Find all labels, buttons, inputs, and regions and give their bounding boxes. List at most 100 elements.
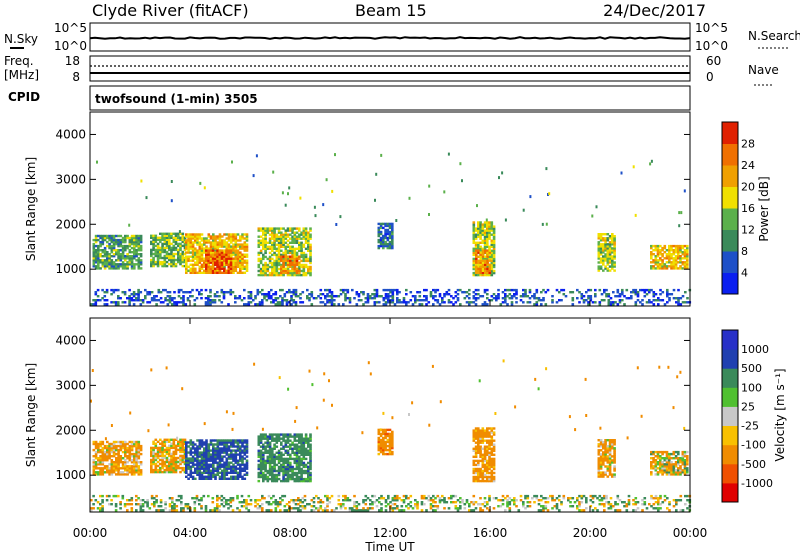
heatmap-cell (144, 295, 147, 297)
heatmap-cell (299, 197, 301, 200)
heatmap-cell (179, 243, 182, 245)
heatmap-cell (659, 463, 662, 465)
heatmap-cell (262, 452, 265, 454)
heatmap-cell (641, 303, 644, 305)
heatmap-cell (111, 445, 114, 447)
heatmap-cell (448, 301, 451, 303)
heatmap-cell (276, 446, 279, 448)
heatmap-cell (191, 289, 194, 291)
heatmap-cell (280, 448, 283, 450)
heatmap-cell (190, 449, 193, 451)
heatmap-cell (611, 459, 614, 461)
heatmap-cell (677, 289, 680, 291)
heatmap-cell (491, 234, 494, 236)
heatmap-cell (258, 258, 261, 260)
heatmap-cell (412, 295, 415, 297)
nave-tick-bottom: 0 (706, 70, 714, 84)
heatmap-cell (502, 291, 505, 293)
heatmap-cell (281, 289, 284, 291)
heatmap-cell (106, 445, 109, 447)
heatmap-cell (272, 299, 275, 301)
heatmap-cell (204, 186, 206, 189)
heatmap-cell (311, 291, 314, 293)
heatmap-cell (140, 461, 143, 463)
heatmap-cell (169, 295, 172, 297)
heatmap-cell (286, 291, 289, 293)
heatmap-cell (97, 245, 100, 247)
heatmap-cell (520, 299, 523, 301)
heatmap-cell (493, 476, 496, 478)
heatmap-cell (659, 293, 662, 295)
heatmap-cell (576, 289, 579, 291)
heatmap-cell (150, 261, 153, 263)
heatmap-cell (223, 233, 226, 235)
heatmap-cell (475, 289, 478, 291)
heatmap-cell (677, 301, 680, 303)
heatmap-cell (482, 240, 485, 242)
heatmap-cell (271, 448, 274, 450)
heatmap-cell (124, 441, 127, 443)
heatmap-cell (602, 245, 605, 247)
heatmap-cell (124, 255, 127, 257)
heatmap-cell (439, 303, 442, 305)
heatmap-cell (185, 303, 188, 305)
heatmap-cell (276, 227, 279, 229)
heatmap-cell (201, 254, 204, 256)
y-tick-label: 1000 (55, 262, 86, 276)
heatmap-cell (493, 293, 496, 295)
heatmap-cell (298, 448, 301, 450)
colorbar-tick-label: 4 (741, 267, 748, 280)
heatmap-cell (239, 295, 242, 297)
heatmap-cell (331, 190, 333, 193)
heatmap-cell (232, 464, 235, 466)
heatmap-cell (491, 470, 494, 472)
heatmap-cell (271, 458, 274, 460)
heatmap-cell (267, 246, 270, 248)
heatmap-cell (267, 456, 270, 458)
colorbar-swatch (722, 273, 738, 295)
power-colorbar-label: Power [dB] (757, 176, 771, 241)
heatmap-cell (280, 468, 283, 470)
heatmap-cell (493, 272, 496, 274)
heatmap-cell (243, 289, 246, 291)
heatmap-cell (267, 227, 270, 229)
heatmap-cell (486, 219, 488, 222)
heatmap-cell (488, 427, 491, 429)
heatmap-cell (129, 465, 132, 467)
heatmap-cell (93, 455, 96, 457)
heatmap-cell (493, 427, 496, 429)
heatmap-cell (159, 467, 162, 469)
heatmap-cell (166, 467, 169, 469)
heatmap-cell (254, 303, 257, 305)
heatmap-cell (99, 267, 102, 269)
heatmap-cell (396, 289, 399, 291)
heatmap-cell (473, 258, 476, 260)
heatmap-cell (166, 465, 169, 467)
colorbar-swatch (722, 122, 738, 144)
heatmap-cell (477, 223, 480, 225)
heatmap-cell (280, 442, 283, 444)
heatmap-cell (293, 299, 296, 301)
heatmap-cell (170, 457, 173, 459)
heatmap-cell (657, 259, 660, 261)
power-ylabel: Slant Range [km] (24, 157, 38, 261)
heatmap-cell (262, 272, 265, 274)
heatmap-cell (303, 264, 306, 266)
heatmap-cell (349, 301, 352, 303)
heatmap-cell (267, 274, 270, 276)
heatmap-cell (214, 301, 217, 303)
heatmap-cell (376, 289, 379, 291)
heatmap-cell (548, 192, 550, 195)
heatmap-cell (241, 460, 244, 462)
heatmap-cell (185, 264, 188, 266)
heatmap-cell (232, 291, 235, 293)
heatmap-cell (205, 297, 208, 299)
heatmap-cell (120, 455, 123, 457)
heatmap-cell (601, 293, 604, 295)
heatmap-cell (598, 439, 601, 441)
heatmap-cell (258, 472, 261, 474)
heatmap-cell (223, 239, 226, 241)
heatmap-cell (572, 291, 575, 293)
heatmap-cell (298, 478, 301, 480)
heatmap-cell (201, 243, 204, 245)
